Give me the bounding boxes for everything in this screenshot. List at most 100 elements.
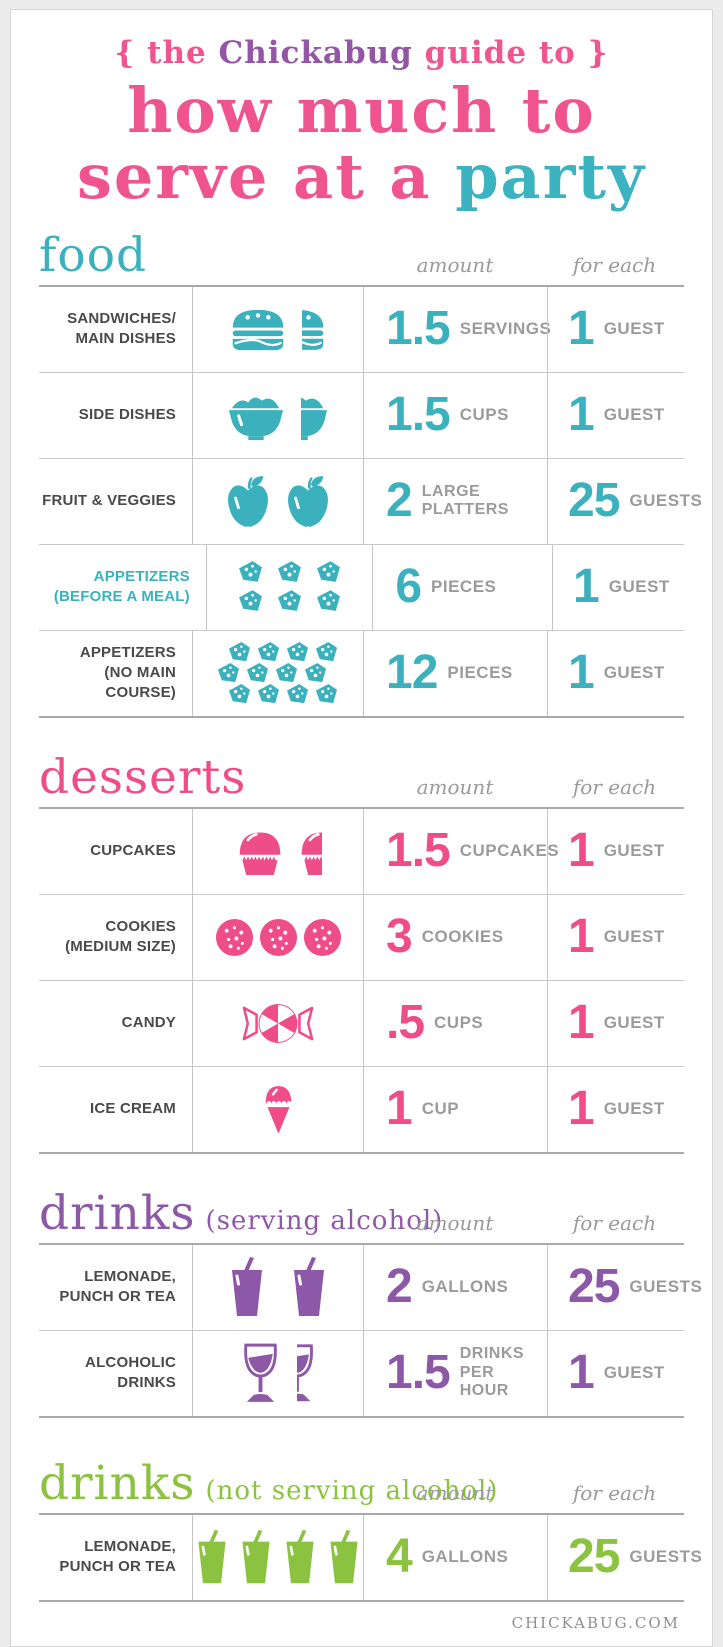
cheese-wedge-icon <box>239 590 263 611</box>
section-title: drinks <box>39 1185 196 1241</box>
header: { the Chickabug guide to } how much to s… <box>39 36 684 210</box>
amount-cell: 3 COOKIES <box>363 894 547 980</box>
section-food-header: food amount for each <box>39 232 684 287</box>
row-label: ALCOHOLIC DRINKS <box>85 1353 176 1392</box>
drink-cup-icon <box>197 1528 227 1585</box>
cupcake-half-icon <box>299 831 322 876</box>
wrapped-candy-icon <box>242 1002 314 1047</box>
tagline-brand: Chickabug <box>218 35 413 71</box>
ice-cream-cone-icon <box>263 1084 293 1135</box>
section-drinks-alcohol-header: drinks (serving alcohol) amount for each <box>39 1190 684 1245</box>
cheese-wedge-icon <box>217 662 240 682</box>
table-row-appetizers-no-main: APPETIZERS (NO MAIN COURSE) <box>39 629 684 716</box>
for-each-cell: 1 GUEST <box>547 286 682 372</box>
section-desserts-header: desserts amount for each <box>39 754 684 809</box>
for-each-column-header: for each <box>572 1480 657 1505</box>
section-drinks-no-alcohol: drinks (not serving alcohol) amount for e… <box>39 1460 702 1602</box>
table-row-sandwiches: SANDWICHES/MAIN DISHES 1.5 SERVINGS 1 GUES… <box>39 286 684 372</box>
drink-cup-icon <box>230 1256 264 1318</box>
watermark: CHICKABUG.COM <box>511 1613 680 1632</box>
amount-cell: 2 LARGE PLATTERS <box>363 458 547 544</box>
cheese-wedge-icon <box>317 590 341 611</box>
table-row-cookies: COOKIES (MEDIUM SIZE) 3 COOKIES 1 GUEST <box>39 893 684 980</box>
for-each-cell: 25 GUESTS <box>547 458 702 544</box>
burger-icon <box>231 308 285 351</box>
section-desserts: desserts amount for each CUPCAKES 1.5 CUP… <box>39 754 684 1154</box>
for-each-column-header: for each <box>572 252 657 277</box>
cookie-icon <box>215 918 253 956</box>
drink-cup-icon <box>292 1256 326 1318</box>
cheese-wedge-icon <box>286 641 309 661</box>
cheese-wedge-icon <box>278 590 302 611</box>
section-food: food amount for each SANDWICHES/MAIN DIS… <box>39 232 702 718</box>
table-row-appetizers-before-meal: APPETIZERS (BEFORE A MEAL) <box>39 543 684 630</box>
cookie-icon <box>259 918 297 956</box>
amount-cell: 6 PIECES <box>372 544 552 630</box>
table-row-lemonade-punch-tea: LEMONADE, PUNCH OR TEA 4 GALLONS 25 GUESTS <box>39 1514 702 1600</box>
table-row-ice-cream: ICE CREAM 1 CUP 1 GUEST <box>39 1065 684 1152</box>
cheese-wedge-icon <box>275 662 298 682</box>
cupcake-icon <box>237 831 282 876</box>
table-row-cupcakes: CUPCAKES 1.5 CUPCAKES 1 GUEST <box>39 808 684 894</box>
table-row-side-dishes: SIDE DISHES 1.5 CUPS 1 GUEST <box>39 371 684 458</box>
amount-column-header: amount <box>416 774 494 799</box>
row-label: APPETIZERS (NO MAIN COURSE) <box>79 643 176 702</box>
amount-column-header: amount <box>416 252 494 277</box>
for-each-cell: 1 GUEST <box>547 1330 682 1416</box>
table-row-fruit-veggies: FRUIT & VEGGIES 2 LARGE PLATTERS 25 GUESTS <box>39 457 702 544</box>
amount-column-header: amount <box>416 1210 494 1235</box>
for-each-column-header: for each <box>572 774 657 799</box>
row-label: CUPCAKES <box>90 841 176 859</box>
amount-column-header: amount <box>416 1480 494 1505</box>
row-label: SANDWICHES/MAIN DISHES <box>67 309 176 348</box>
cheese-wedge-icon <box>228 683 251 703</box>
tagline: { the Chickabug guide to } <box>39 36 684 70</box>
infographic-card: { the Chickabug guide to } how much to s… <box>10 9 713 1647</box>
section-subtitle: (serving alcohol) <box>205 1205 444 1236</box>
section-drinks-alcohol: drinks (serving alcohol) amount for each … <box>39 1190 702 1418</box>
cheese-wedge-icon <box>239 561 263 582</box>
table-row-lemonade-punch-tea: LEMONADE, PUNCH OR TEA 2 GALLONS 25 GUESTS <box>39 1244 702 1330</box>
row-label: CANDY <box>121 1013 176 1031</box>
cheese-wedge-icon <box>315 641 338 661</box>
for-each-cell: 1 GUEST <box>547 630 682 716</box>
row-label: SIDE DISHES <box>78 405 176 423</box>
cheese-wedge-icon <box>317 561 341 582</box>
section-title: desserts <box>39 749 247 805</box>
drink-cup-icon <box>241 1528 271 1585</box>
cheese-wedge-icon <box>304 662 327 682</box>
page-title: how much to serve at a party <box>39 78 684 209</box>
for-each-cell: 1 GUEST <box>547 808 682 894</box>
row-label: LEMONADE, PUNCH OR TEA <box>59 1267 176 1306</box>
cheese-wedge-icon <box>246 662 269 682</box>
cheese-wedge-icon <box>286 683 309 703</box>
apple-icon <box>226 474 270 529</box>
title-line2: serve at a party <box>76 139 647 213</box>
burger-half-icon <box>302 308 325 351</box>
table-row-candy: CANDY .5 CUPS 1 GUEST <box>39 979 684 1066</box>
cheese-wedge-icon <box>315 683 338 703</box>
cheese-wedge-icon <box>257 641 280 661</box>
section-subtitle: (not serving alcohol) <box>205 1475 499 1506</box>
title-accent: party <box>455 139 647 213</box>
for-each-cell: 1 GUEST <box>547 372 682 458</box>
section-title: food <box>39 227 148 283</box>
tagline-close: guide to } <box>412 35 609 71</box>
amount-cell: 1 CUP <box>363 1066 547 1152</box>
section-title: drinks <box>39 1455 196 1511</box>
cheese-wedge-icon <box>257 683 280 703</box>
amount-cell: 1.5 CUPCAKES <box>363 808 559 894</box>
amount-cell: 12 PIECES <box>363 630 547 716</box>
for-each-cell: 1 GUEST <box>547 1066 682 1152</box>
row-label: LEMONADE, PUNCH OR TEA <box>59 1537 176 1576</box>
for-each-column-header: for each <box>572 1210 657 1235</box>
row-label: FRUIT & VEGGIES <box>42 491 176 509</box>
amount-cell: .5 CUPS <box>363 980 547 1066</box>
cookie-icon <box>303 918 341 956</box>
title-line1: how much to <box>127 74 596 148</box>
cheese-wedge-icon <box>228 641 251 661</box>
row-label: COOKIES (MEDIUM SIZE) <box>65 917 176 956</box>
for-each-cell: 1 GUEST <box>547 894 682 980</box>
apple-icon <box>286 474 330 529</box>
for-each-cell: 25 GUESTS <box>547 1244 702 1330</box>
